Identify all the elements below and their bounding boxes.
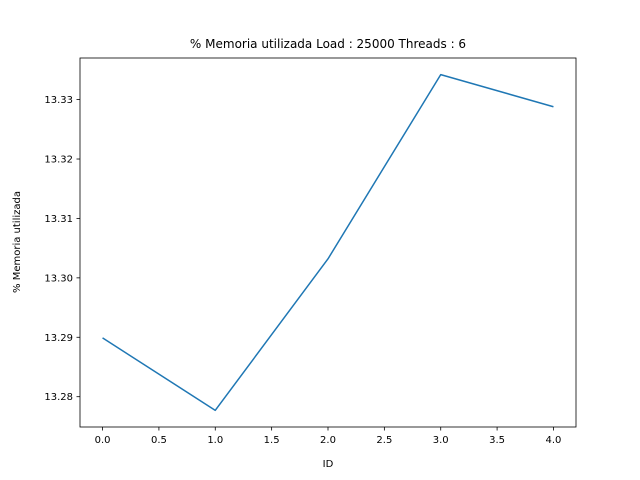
y-tick-label: 13.28 [44, 392, 73, 403]
x-tick-label: 3.5 [489, 435, 505, 446]
x-tick-label: 0.5 [151, 435, 167, 446]
x-axis-ticks: 0.0 0.5 1.0 1.5 2.0 2.5 3.0 3.5 4.0 [95, 427, 562, 446]
x-axis-label: ID [323, 459, 334, 470]
y-tick-label: 13.31 [44, 214, 73, 225]
x-tick-label: 1.0 [207, 435, 223, 446]
chart-title: % Memoria utilizada Load : 25000 Threads… [190, 37, 466, 51]
y-axis-label: % Memoria utilizada [12, 191, 23, 293]
y-tick-label: 13.32 [44, 155, 73, 166]
y-axis-ticks: 13.28 13.29 13.30 13.31 13.32 13.33 [44, 95, 80, 403]
series-line-0 [102, 73, 554, 412]
x-tick-label: 3.0 [433, 435, 449, 446]
x-tick-label: 2.0 [320, 435, 336, 446]
y-tick-label: 13.33 [44, 95, 73, 106]
x-tick-label: 1.5 [264, 435, 280, 446]
y-tick-label: 13.30 [44, 273, 73, 284]
plot-area [102, 73, 554, 412]
x-tick-label: 4.0 [546, 435, 562, 446]
x-tick-label: 2.5 [376, 435, 392, 446]
y-tick-label: 13.29 [44, 333, 73, 344]
x-tick-label: 0.0 [95, 435, 111, 446]
